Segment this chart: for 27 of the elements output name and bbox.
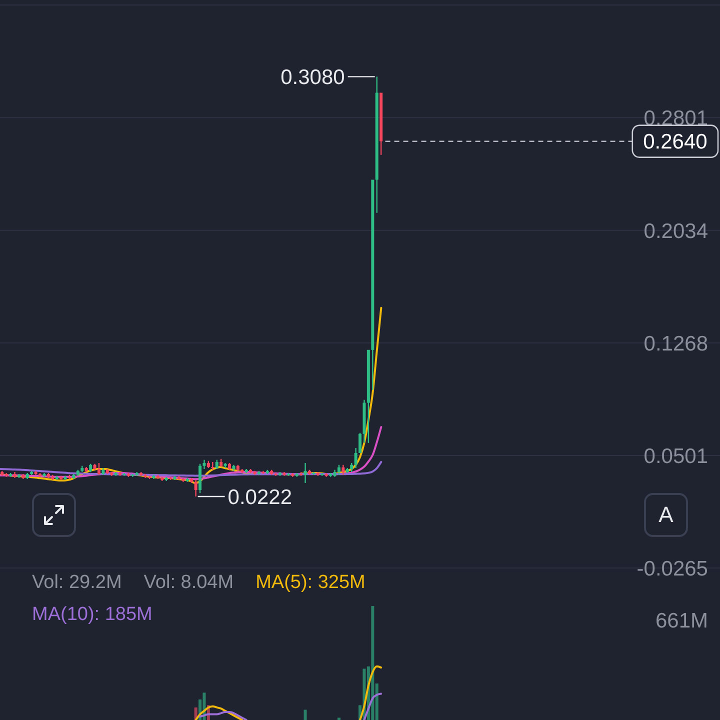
- text: MA(10): 185M: [32, 603, 152, 627]
- line-series: [0, 426, 382, 480]
- line-series: [0, 306, 382, 484]
- y-tick-label: 0.2801: [644, 107, 708, 130]
- y-tick-label: 0.0501: [644, 444, 708, 468]
- scale-button: A: [644, 493, 688, 537]
- annotation: A: [658, 502, 674, 528]
- ref-line-label: 0.2640: [643, 130, 708, 154]
- bar: [371, 606, 374, 720]
- bar: [304, 710, 307, 720]
- y-tick-label: 0.2034: [644, 220, 708, 243]
- candlestick: [202, 460, 206, 469]
- y-tick-label: -0.0265: [636, 557, 708, 580]
- chart-title: Vol: 29.2M: [32, 571, 122, 595]
- y-tick-label: 0.1268: [644, 332, 708, 356]
- candlestick: [211, 462, 214, 470]
- candlestick: [312, 472, 316, 475]
- candlestick: [131, 474, 134, 477]
- annotation: 661M: [655, 609, 708, 632]
- candlestick: [122, 472, 126, 476]
- candlestick: [304, 462, 307, 483]
- line-series: [0, 460, 382, 477]
- text: 0.0222: [228, 486, 292, 509]
- text: 0.3080: [280, 66, 345, 90]
- text: MA(5): 325M: [256, 571, 366, 595]
- chart-subtitle: Vol: 8.04M: [144, 571, 234, 595]
- candlestick: [274, 472, 278, 476]
